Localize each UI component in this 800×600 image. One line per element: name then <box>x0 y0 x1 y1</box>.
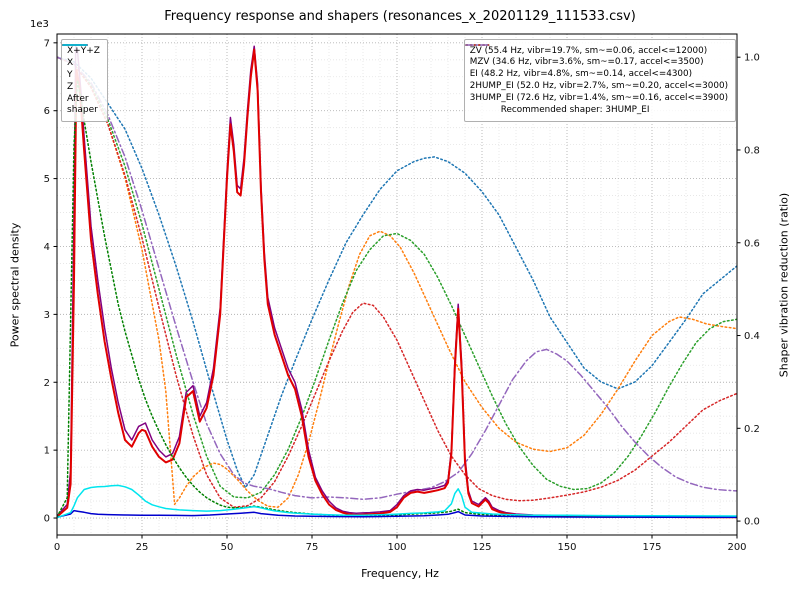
legend-item-mzv: MZV (34.6 Hz, vibr=3.6%, sm~=0.17, accel… <box>464 44 728 68</box>
x-tick-label: 150 <box>557 542 576 553</box>
series-x <box>57 48 737 519</box>
left-tick-label: 6 <box>44 106 50 117</box>
left-axis-offset-text: 1e3 <box>30 19 49 30</box>
series-z <box>57 509 737 519</box>
legend-label: 3HUMP_EI (72.6 Hz, vibr=1.4%, sm~=0.16, … <box>469 93 728 103</box>
legend-label: 2HUMP_EI (52.0 Hz, vibr=2.7%, sm~=0.20, … <box>469 81 728 92</box>
legend-line-sample <box>464 44 491 46</box>
left-tick-label: 2 <box>44 378 50 389</box>
series-zv <box>57 56 737 489</box>
right-tick-label: 0.8 <box>744 145 760 156</box>
x-tick-label: 50 <box>221 542 234 553</box>
x-tick-label: 0 <box>54 542 60 553</box>
left-tick-label: 1 <box>44 446 50 457</box>
legend-psd: X+Y+Z X Y Z After shaper <box>61 39 108 122</box>
x-tick-label: 25 <box>136 542 149 553</box>
legend-line-sample <box>62 44 88 46</box>
series-y <box>57 79 737 519</box>
right-tick-label: 0.0 <box>744 517 760 528</box>
legend-label: MZV (34.6 Hz, vibr=3.6%, sm~=0.17, accel… <box>469 57 704 68</box>
legend-item-after_shaper: After shaper <box>62 44 100 115</box>
left-tick-label: 7 <box>44 38 50 49</box>
legend-label: ZV (55.4 Hz, vibr=19.7%, sm~=0.06, accel… <box>469 45 708 56</box>
series-xyz <box>57 45 737 518</box>
legend-label: EI (48.2 Hz, vibr=4.8%, sm~=0.14, accel<… <box>469 69 693 80</box>
legend-label: X <box>67 57 74 68</box>
x-tick-label: 175 <box>642 542 661 553</box>
right-tick-label: 1.0 <box>744 53 760 64</box>
legend-label: X+Y+Z <box>67 45 100 56</box>
left-tick-label: 5 <box>44 174 50 185</box>
recommended-shaper-note: Recommended shaper: 3HUMP_EI <box>500 105 650 116</box>
legend-item-3hump_ei: 3HUMP_EI (72.6 Hz, vibr=1.4%, sm~=0.16, … <box>464 44 728 103</box>
legend-item-z: Z <box>62 44 100 93</box>
x-tick-label: 200 <box>727 542 746 553</box>
legend-shapers: ZV (55.4 Hz, vibr=19.7%, sm~=0.06, accel… <box>463 39 736 122</box>
series-ei <box>57 56 737 499</box>
legend-label: After shaper <box>67 93 98 115</box>
x-tick-label: 75 <box>306 542 319 553</box>
x-axis-label: Frequency, Hz <box>361 567 439 580</box>
left-tick-label: 3 <box>44 310 50 321</box>
x-tick-label: 125 <box>472 542 491 553</box>
left-tick-label: 4 <box>44 242 50 253</box>
legend-item-x: X <box>62 44 100 69</box>
series-after_shaper <box>57 484 737 519</box>
legend-item-y: Y <box>62 44 100 81</box>
x-tick-label: 100 <box>387 542 406 553</box>
legend-item-ei: EI (48.2 Hz, vibr=4.8%, sm~=0.14, accel<… <box>464 44 728 80</box>
legend-item-zv: ZV (55.4 Hz, vibr=19.7%, sm~=0.06, accel… <box>464 44 728 56</box>
legend-item-2hump_ei: 2HUMP_EI (52.0 Hz, vibr=2.7%, sm~=0.20, … <box>464 44 728 92</box>
series-3hump_ei <box>57 56 737 501</box>
legend-label: Z <box>67 81 74 92</box>
right-tick-label: 0.6 <box>744 238 760 249</box>
chart-title: Frequency response and shapers (resonanc… <box>164 9 636 24</box>
right-tick-label: 0.2 <box>744 424 760 435</box>
left-tick-label: 0 <box>44 514 50 525</box>
legend-label: Y <box>67 69 73 80</box>
right-tick-label: 0.4 <box>744 331 760 342</box>
series-2hump_ei <box>57 56 737 508</box>
